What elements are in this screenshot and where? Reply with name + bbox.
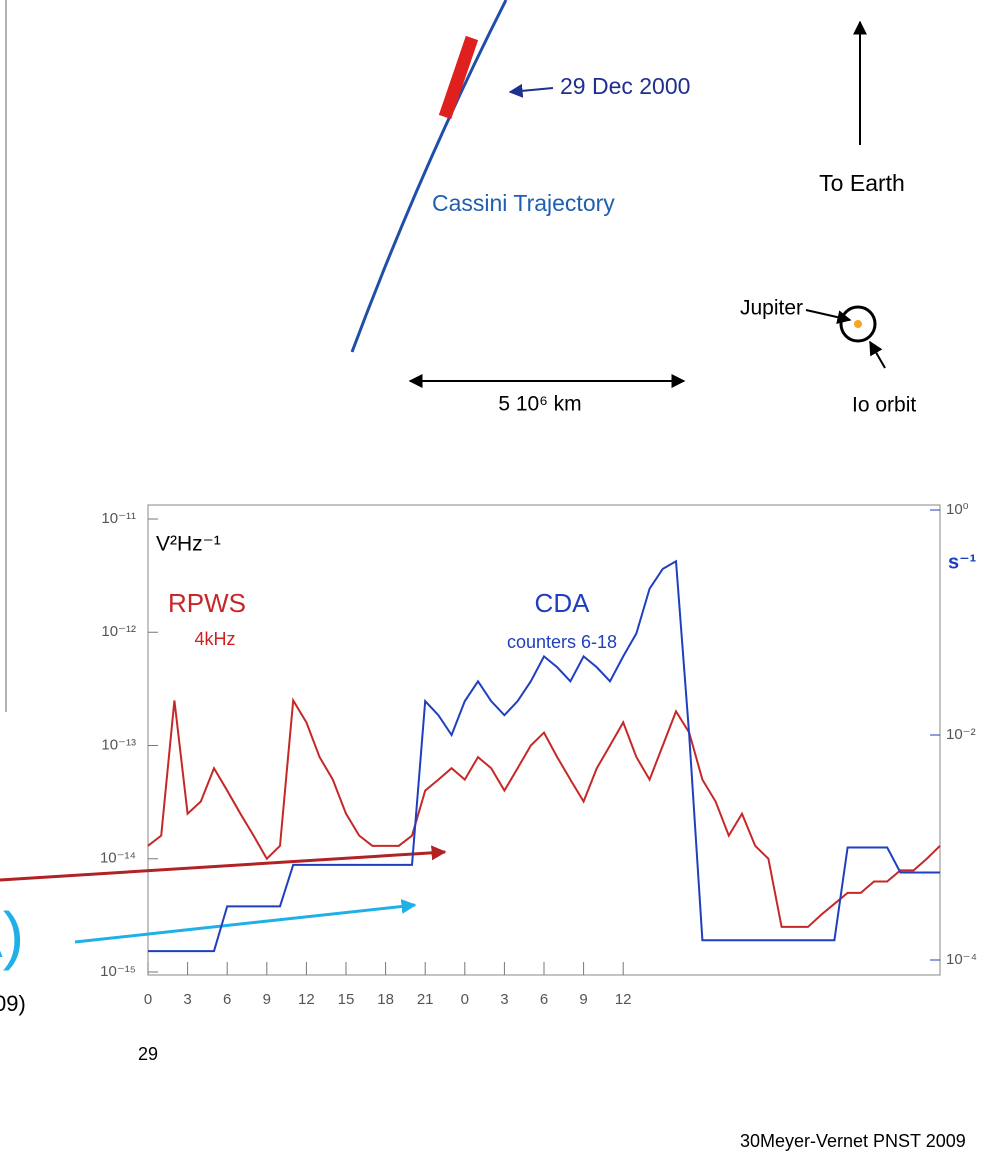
- x-tick-label: 9: [579, 991, 587, 1008]
- trajectory-label: Cassini Trajectory: [432, 190, 615, 216]
- series-note: counters 6-18: [507, 632, 617, 652]
- jupiter-label: Jupiter: [740, 297, 803, 320]
- trajectory: [350, 0, 508, 353]
- series-label: RPWS: [168, 588, 246, 618]
- x-tick-label: 3: [500, 991, 508, 1008]
- series-line: [148, 559, 940, 953]
- date-arrow: [508, 83, 554, 98]
- y-tick-label: 10⁻¹³: [101, 736, 136, 753]
- day-label: 30: [740, 1131, 760, 1151]
- x-tick-label: 0: [144, 991, 152, 1008]
- series-line: [147, 697, 941, 928]
- x-tick-label: 0: [461, 991, 469, 1008]
- y-tick-label: 10⁻¹¹: [101, 510, 136, 527]
- date-label: 29 Dec 2000: [560, 73, 690, 99]
- plot-frame: [147, 504, 941, 976]
- y2-unit: s⁻¹: [948, 551, 977, 573]
- x-tick-label: 21: [417, 991, 434, 1008]
- x-tick-label: 9: [263, 991, 271, 1008]
- series-label: CDA: [535, 588, 591, 618]
- earth-label: To Earth: [819, 170, 905, 196]
- day-label: 29: [138, 1044, 158, 1064]
- x-tick-label: 6: [223, 991, 231, 1008]
- credit: Meyer-Vernet PNST 2009: [760, 1131, 966, 1151]
- y-unit: V²Hz⁻¹: [156, 533, 221, 556]
- y2-tick-label: 10⁰: [946, 501, 969, 518]
- pointer-arrow: [74, 899, 417, 944]
- io-label: Io orbit: [852, 394, 916, 417]
- x-tick-label: 15: [338, 991, 355, 1008]
- cropped-text: A): [0, 899, 24, 971]
- x-tick-label: 3: [183, 991, 191, 1008]
- jupiter-arrow: [805, 309, 852, 325]
- x-tick-label: 18: [377, 991, 394, 1008]
- y2-tick-label: 10⁻²: [946, 726, 976, 743]
- y2-tick-label: 10⁻⁴: [946, 951, 977, 968]
- x-tick-label: 6: [540, 991, 548, 1008]
- scale-label: 5 10⁶ km: [498, 393, 581, 416]
- pointer-arrow: [0, 845, 447, 882]
- x-tick-label: 12: [298, 991, 315, 1008]
- io-arrow: [869, 340, 886, 369]
- jupiter: [854, 320, 862, 328]
- y-tick-label: 10⁻¹⁴: [100, 850, 136, 867]
- y-tick-label: 10⁻¹²: [101, 623, 136, 640]
- cropped-text: 09): [0, 991, 26, 1016]
- y-tick-label: 10⁻¹⁵: [100, 963, 136, 980]
- x-tick-label: 12: [615, 991, 632, 1008]
- trajectory-segment: [438, 35, 479, 120]
- series-note: 4kHz: [194, 629, 235, 649]
